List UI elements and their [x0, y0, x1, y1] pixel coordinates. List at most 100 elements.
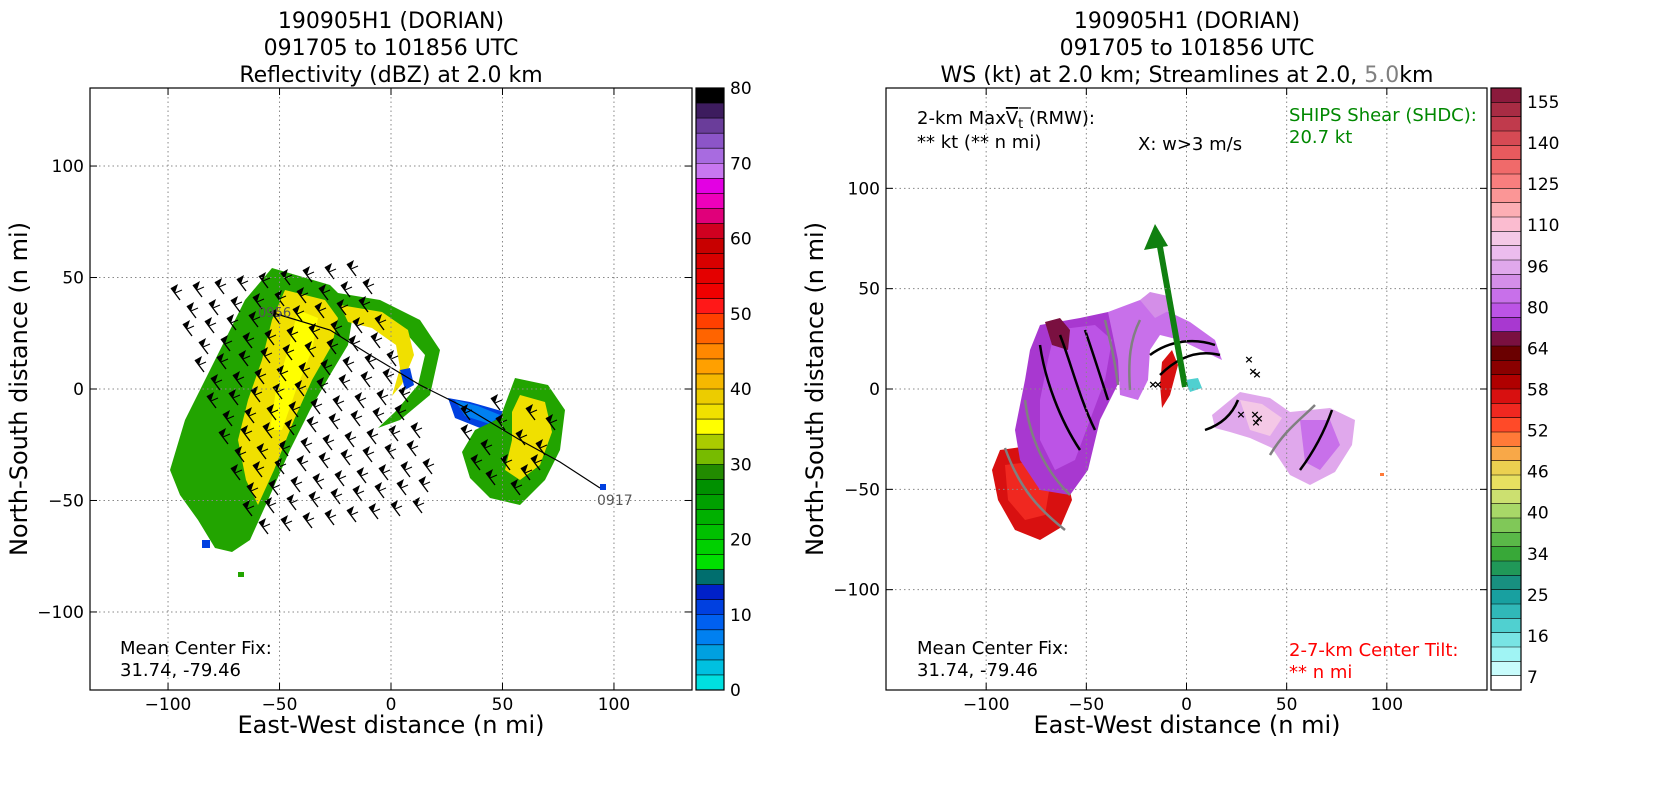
wind-barb-staff — [490, 397, 501, 411]
track-end-label: 0917 — [597, 493, 633, 509]
wind-barb-flag — [287, 326, 294, 335]
colorbar-bin — [696, 584, 724, 600]
wind-barb-feather — [414, 427, 423, 432]
track-start-label: 0956 — [258, 306, 291, 321]
wind-barb-staff — [250, 389, 261, 403]
colorbar-bin — [696, 178, 724, 194]
wind-barb-staff — [358, 299, 369, 313]
right-x-tick-label: 100 — [1371, 695, 1403, 715]
wind-barb-feather — [266, 427, 275, 432]
wind-barb-flag — [399, 386, 406, 395]
wind-barb — [234, 446, 247, 463]
updraft-x-marker: × — [1153, 378, 1162, 391]
wind-barb-feather — [342, 379, 351, 384]
colorbar-bin — [1491, 260, 1521, 275]
wind-barb-staff — [242, 335, 253, 349]
wind-barb-flag — [341, 281, 348, 290]
wind-barb-flag — [339, 374, 346, 383]
left-y-tick-label: 0 — [73, 380, 84, 400]
wind-barb-flag — [293, 305, 300, 314]
wind-barb-flag — [279, 440, 286, 449]
wind-barb — [398, 386, 411, 403]
refl-cell-east-core — [505, 395, 552, 480]
colorbar-bin — [696, 133, 724, 149]
right-title-line3-main: WS (kt) at 2.0 km; Streamlines at 2.0, — [941, 63, 1365, 88]
wind-barb-feather — [326, 439, 335, 444]
wind-barb-feather — [220, 358, 229, 363]
wind-barb-feather — [308, 346, 317, 351]
wind-barb-flag — [355, 392, 362, 401]
right-x-tick-label: −100 — [963, 695, 1010, 715]
wind-barb — [366, 428, 379, 445]
wind-barb — [268, 479, 281, 496]
colorbar-bin — [696, 208, 724, 224]
wind-barb — [422, 458, 435, 475]
wind-barb-feather — [344, 286, 353, 291]
wind-barb-feather — [300, 460, 309, 465]
wind-barb-flag — [193, 281, 200, 290]
wind-barb — [346, 260, 359, 277]
wind-barb-staff — [545, 417, 556, 431]
left-plot-content — [170, 260, 606, 577]
wind-barb-feather — [268, 502, 277, 507]
wind-barb-flag — [486, 469, 493, 478]
wind-barb-staff — [170, 287, 181, 301]
wind-barb — [384, 443, 397, 460]
wind-barb-feather — [316, 478, 325, 483]
wind-barb-feather — [474, 459, 483, 464]
colorbar-label: 70 — [730, 154, 752, 174]
wind-barb-flag — [263, 422, 270, 431]
colorbar-bin — [696, 464, 724, 480]
wind-barb-flag — [341, 449, 348, 458]
left-title-line2: 091705 to 101856 UTC — [264, 36, 519, 61]
wind-barb-flag — [391, 500, 398, 509]
colorbar-bin — [1491, 389, 1521, 404]
wind-barb — [368, 503, 381, 520]
wind-barb — [545, 414, 558, 431]
wind-barb — [236, 275, 249, 292]
wind-barb-feather — [238, 451, 247, 456]
colorbar-bin — [1491, 346, 1521, 361]
wind-barb-staff — [270, 311, 281, 325]
wind-barb — [182, 320, 195, 337]
wind-barb-flag — [233, 371, 240, 380]
colorbar-label: 64 — [1527, 339, 1549, 359]
wind-barb-flag — [353, 485, 360, 494]
colorbar-bin — [696, 118, 724, 134]
wind-barb — [266, 404, 279, 421]
wind-barb-feather — [286, 349, 295, 354]
colorbar-bin — [1491, 317, 1521, 332]
wind-barb — [410, 422, 423, 439]
colorbar-label: 40 — [1527, 504, 1549, 524]
wind-barb-flag — [323, 434, 330, 443]
wind-barb-flag — [221, 335, 228, 344]
wind-barb-flag — [319, 452, 326, 461]
wind-barb — [220, 335, 233, 352]
wind-barb-flag — [347, 260, 354, 269]
colorbar-bin — [1491, 546, 1521, 562]
colorbar-bin — [696, 298, 724, 315]
wind-barb — [376, 389, 389, 406]
wind-barb-staff — [234, 449, 245, 463]
wind-barb — [242, 500, 255, 517]
right-title-line3: WS (kt) at 2.0 km; Streamlines at 2.0, 5… — [941, 63, 1434, 88]
wind-barb-staff — [258, 275, 269, 289]
streamline-5km — [1103, 319, 1120, 386]
wind-barb — [382, 368, 395, 385]
wind-barb-feather — [256, 466, 265, 471]
wind-barb-flag — [359, 296, 366, 305]
updraft-markers: ××××××××× — [1148, 353, 1263, 429]
wind-barb-feather — [366, 451, 375, 456]
wind-barb-feather — [338, 475, 347, 480]
colorbar-bin — [696, 569, 724, 585]
wind-barb-flag — [371, 332, 378, 341]
wind-barb-staff — [370, 335, 381, 349]
wind-barb-feather — [416, 502, 425, 507]
colorbar-label: 140 — [1527, 134, 1559, 154]
wind-barb-flag — [285, 419, 292, 428]
wind-barb-staff — [264, 500, 275, 514]
colorbar-bin — [696, 434, 724, 450]
wind-barb — [396, 479, 409, 496]
wind-barb — [318, 452, 331, 469]
wind-barb-feather — [312, 496, 321, 501]
